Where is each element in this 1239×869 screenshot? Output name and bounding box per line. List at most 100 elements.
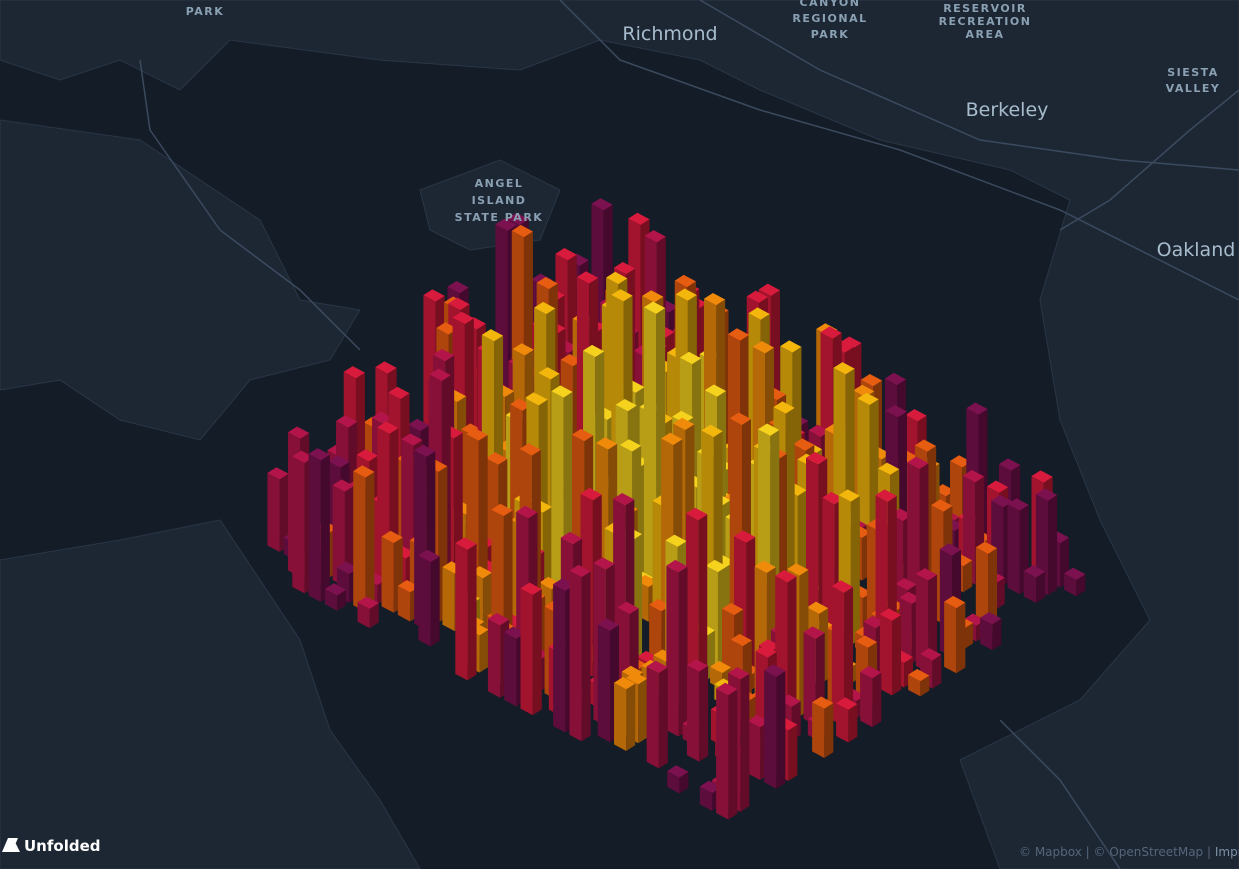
area-label: STATE PARK <box>455 211 544 224</box>
attribution-link[interactable]: © OpenStreetMap <box>1094 845 1204 859</box>
column-side <box>365 471 375 612</box>
column-top <box>931 499 953 512</box>
city-label: Berkeley <box>966 99 1049 121</box>
column-side <box>344 485 354 587</box>
column-side <box>699 786 713 811</box>
column-side <box>1007 504 1020 595</box>
column-top <box>667 765 689 778</box>
column-top <box>716 682 738 696</box>
column-side <box>686 665 700 762</box>
column-top <box>536 277 558 290</box>
logo[interactable]: Unfolded <box>2 837 100 855</box>
column-side <box>964 622 974 650</box>
column-top <box>699 780 722 793</box>
column-top <box>526 393 548 406</box>
column-top <box>840 336 862 349</box>
column-top <box>611 289 633 302</box>
column-top <box>962 470 985 483</box>
column-top <box>661 432 683 445</box>
column-top <box>576 271 599 284</box>
column-side <box>822 497 835 637</box>
column-top <box>569 564 591 578</box>
column-top <box>418 549 440 563</box>
column-top <box>551 385 573 398</box>
column-side <box>956 602 966 674</box>
column-side <box>678 566 688 737</box>
area-label: RESERVOIR <box>943 2 1027 15</box>
city-label: Richmond <box>622 23 717 45</box>
column-top <box>746 290 768 303</box>
column-top <box>730 633 752 647</box>
column-top <box>1035 488 1058 501</box>
logo-text: Unfolded <box>24 837 100 855</box>
column-side <box>850 495 860 646</box>
column-top <box>728 667 750 680</box>
column-top <box>447 281 469 294</box>
column-side <box>992 618 1002 651</box>
column-top <box>593 557 615 570</box>
column-top <box>423 289 445 302</box>
column-top <box>764 664 786 677</box>
attribution-link[interactable]: © Mapbox <box>1019 845 1082 859</box>
hexbin-columns <box>267 198 1086 820</box>
column-top <box>914 439 937 452</box>
column-top <box>534 301 556 315</box>
column-side <box>1048 494 1058 596</box>
column-top <box>448 297 470 310</box>
column-side <box>332 485 345 587</box>
column-side <box>1076 574 1086 597</box>
attribution-link[interactable]: Improve <box>1215 845 1239 859</box>
column-top <box>452 311 474 325</box>
column-side <box>353 471 366 612</box>
column-top <box>288 426 310 439</box>
column-top <box>613 261 636 275</box>
column-top <box>560 531 583 545</box>
column-top <box>998 458 1021 471</box>
column-side <box>908 674 921 697</box>
column-top <box>487 612 510 626</box>
column-top <box>966 402 988 415</box>
column-side <box>667 771 680 794</box>
column-side <box>788 724 798 782</box>
column-side <box>944 601 957 674</box>
column-side <box>569 570 582 742</box>
column-top <box>520 582 542 595</box>
column-side <box>764 670 777 789</box>
logo-icon <box>2 838 20 852</box>
column-top <box>838 489 860 502</box>
column-top <box>644 230 666 243</box>
area-label: ANGEL <box>475 177 524 190</box>
column-side <box>857 398 870 557</box>
column-top <box>899 591 921 605</box>
column-top <box>860 665 882 679</box>
column-top <box>752 341 775 354</box>
area-label: VALLEY <box>1166 82 1221 95</box>
column-top <box>806 452 828 465</box>
column-side <box>920 675 930 697</box>
column-side <box>324 588 338 611</box>
column-top <box>646 660 668 673</box>
column-side <box>646 666 659 769</box>
column-top <box>703 292 726 306</box>
column-top <box>388 386 410 400</box>
column-top <box>855 635 878 648</box>
column-top <box>686 659 709 672</box>
column-top <box>583 344 605 358</box>
column-side <box>915 573 929 673</box>
column-side <box>686 513 699 705</box>
column-side <box>728 689 738 820</box>
column-top <box>820 326 842 339</box>
column-top <box>292 450 314 463</box>
column-top <box>591 198 613 211</box>
column-top <box>665 534 687 547</box>
column-top <box>950 455 972 468</box>
column-side <box>831 586 845 727</box>
column-side <box>980 617 993 651</box>
column-top <box>710 660 732 674</box>
column-top <box>755 645 777 658</box>
column-side <box>1064 573 1077 597</box>
column-side <box>1036 571 1046 603</box>
area-label: PARK <box>811 28 850 41</box>
column-side <box>932 654 942 689</box>
column-top <box>884 372 907 386</box>
